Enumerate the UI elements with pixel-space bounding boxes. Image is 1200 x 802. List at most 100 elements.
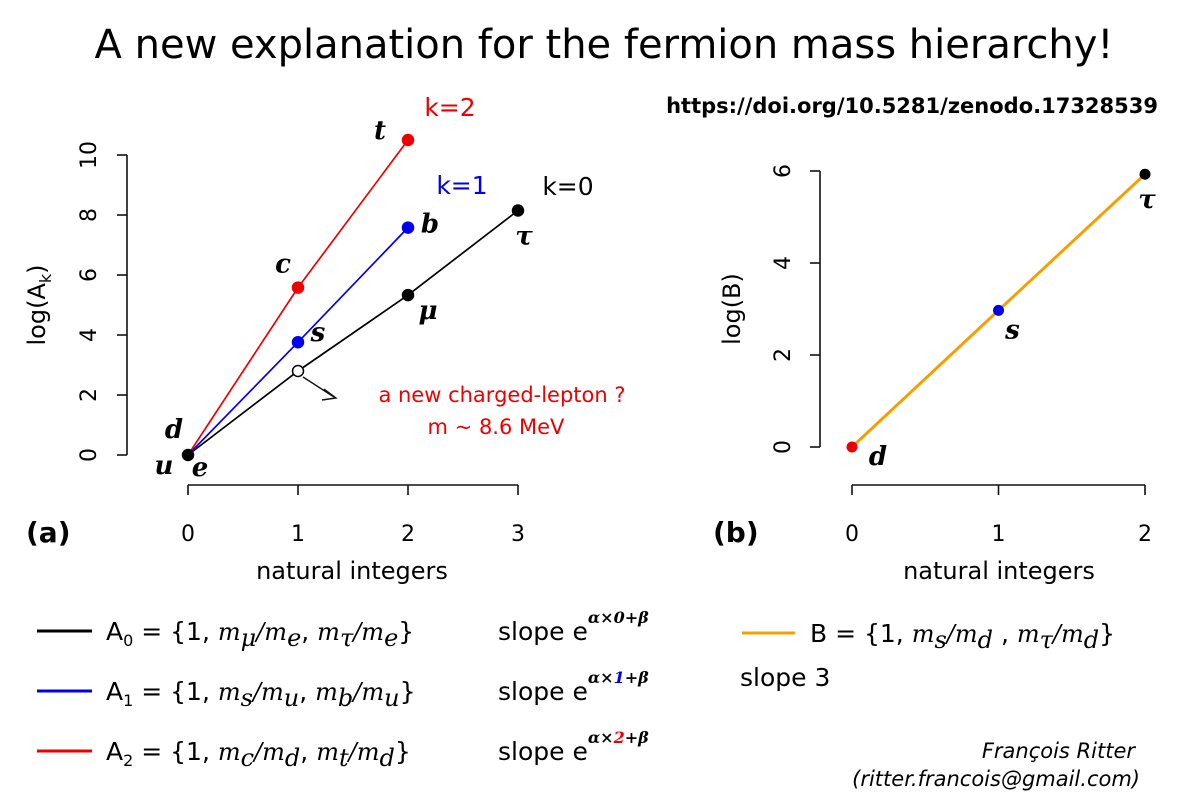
origin-label: e xyxy=(192,453,209,483)
y-axis-label-a: log(Ak) xyxy=(23,264,55,345)
annotation-line-1: a new charged-lepton ? xyxy=(378,383,625,407)
data-point-k0 xyxy=(401,288,415,302)
legend-slope-k: 2 xyxy=(613,728,625,747)
legend-div-sub: u xyxy=(384,684,399,712)
doi-link[interactable]: https://doi.org/10.5281/zenodo.17328539 xyxy=(666,94,1158,118)
data-point-k2 xyxy=(291,281,305,294)
legend-m-sub: s xyxy=(934,626,946,654)
legend-name: A xyxy=(106,677,123,706)
author-name: François Ritter xyxy=(982,739,1137,763)
legend-div-sub: d xyxy=(379,744,394,772)
annotation-arrow-head xyxy=(321,388,338,401)
data-point-B xyxy=(846,441,858,453)
legend-m: m xyxy=(218,738,241,766)
legend-div-sub: e xyxy=(384,624,398,652)
legend-name: A xyxy=(106,617,123,646)
legend-slope: slope eα×1+β xyxy=(498,668,649,706)
legend-slope-sup: α× xyxy=(588,608,614,627)
x-tick-label-b: 1 xyxy=(992,522,1006,547)
legend-div-sub: d xyxy=(285,744,300,772)
x-tick-label-b: 2 xyxy=(1138,522,1152,547)
legend-set-open: = {1, xyxy=(827,619,912,648)
legend-formula: A1 = {1, ms/mu, mb/mu} xyxy=(106,677,416,712)
legend-slope-text: slope e xyxy=(498,617,588,646)
legend-slope-sup: α× xyxy=(588,668,614,687)
legend-div: /m xyxy=(351,678,384,706)
y-axis-label-sub: k xyxy=(36,273,55,283)
legend-set-close: } xyxy=(1099,619,1115,648)
y-tick-label-a: 2 xyxy=(77,388,102,402)
legend-formula: B = {1, ms/md , mτ/md} xyxy=(810,619,1115,654)
legend-sep: , xyxy=(993,619,1017,648)
series-line-k2 xyxy=(187,139,409,456)
data-point-k1 xyxy=(291,335,305,349)
legend-slope: slope eα×2+β xyxy=(498,728,649,766)
series-label-k2: k=2 xyxy=(424,93,475,122)
legend-set-close: } xyxy=(400,677,416,706)
legend-sub: 2 xyxy=(123,751,133,770)
x-tick-label-a: 2 xyxy=(401,522,415,547)
data-point-k0 xyxy=(181,448,195,462)
legend-name: A xyxy=(106,737,123,766)
point-label: s xyxy=(1004,315,1020,345)
data-point-B xyxy=(1139,168,1151,180)
legend-slope-k: 1 xyxy=(614,668,625,687)
origin-label: u xyxy=(155,451,174,481)
legend-name: B xyxy=(810,619,827,648)
legend-set-close: } xyxy=(398,617,414,646)
legend-sep: , xyxy=(300,737,316,766)
y-tick-label-b: 0 xyxy=(771,440,796,454)
legend-slope-sup: +β xyxy=(625,608,649,627)
legend-div-sub: u xyxy=(284,684,299,712)
legend-slope-sup: +β xyxy=(625,728,649,747)
legend-slope: slope eα×0+β xyxy=(498,608,649,646)
legend-set-open: = {1, xyxy=(133,677,218,706)
legend-a: A0 = {1, mμ/me, mτ/me} slope eα×0+βA1 = {… xyxy=(37,608,649,772)
legend-slope-k: 0 xyxy=(614,608,625,627)
legend-sub: 0 xyxy=(123,631,133,650)
legend-div: /m xyxy=(251,678,284,706)
panel-b-plot: 0 2 4 6 0 1 2 natural integers log(B) d s τ xyxy=(718,164,1156,585)
legend-m: m xyxy=(316,738,339,766)
y-tick-label-a: 0 xyxy=(77,448,102,462)
legend-m: m xyxy=(218,618,241,646)
chart-title: A new explanation for the fermion mass h… xyxy=(95,22,1114,68)
annotation-arrow-line xyxy=(302,376,335,398)
legend-m: m xyxy=(1017,620,1040,648)
legend-m-sub: t xyxy=(339,744,349,772)
y-tick-label-b: 6 xyxy=(771,164,796,178)
data-point-k2 xyxy=(401,133,415,147)
legend-m-sub: μ xyxy=(241,624,257,652)
legend-formula: A2 = {1, mc/md, mt/md} xyxy=(106,737,411,772)
panel-a-label: (a) xyxy=(26,516,71,549)
legend-div-sub: d xyxy=(1084,626,1099,654)
point-label: c xyxy=(275,250,291,280)
y-axis-label-close: ) xyxy=(23,264,51,273)
point-label: μ xyxy=(418,296,437,326)
legend-set-open: = {1, xyxy=(133,617,218,646)
legend-div: /m xyxy=(945,620,978,648)
data-point-B xyxy=(993,304,1004,316)
legend-div-sub: d xyxy=(978,626,993,654)
annotation-line-2: m ~ 8.6 MeV xyxy=(428,415,566,439)
legend-m-sub: τ xyxy=(1040,626,1054,654)
legend-m: m xyxy=(317,618,340,646)
x-tick-label-a: 1 xyxy=(291,522,305,547)
legend-div-sub: e xyxy=(287,624,301,652)
y-axis-label-b: log(B) xyxy=(718,273,746,345)
legend-m: m xyxy=(315,678,338,706)
y-tick-label-a: 4 xyxy=(77,328,102,342)
point-label: τ xyxy=(1138,185,1156,215)
legend-m-sub: c xyxy=(241,744,254,772)
legend-div: /m xyxy=(347,738,380,766)
x-tick-label-a: 3 xyxy=(511,522,525,547)
legend-slope-text: slope e xyxy=(498,737,588,766)
legend-slope-sup: +β xyxy=(625,668,649,687)
origin-label: d xyxy=(165,415,183,445)
legend-set-open: = {1, xyxy=(133,737,218,766)
legend-m-sub: τ xyxy=(340,624,354,652)
y-tick-label-a: 6 xyxy=(77,268,102,282)
legend-slope-sup: α× xyxy=(588,728,614,747)
y-tick-label-a: 10 xyxy=(77,141,102,169)
